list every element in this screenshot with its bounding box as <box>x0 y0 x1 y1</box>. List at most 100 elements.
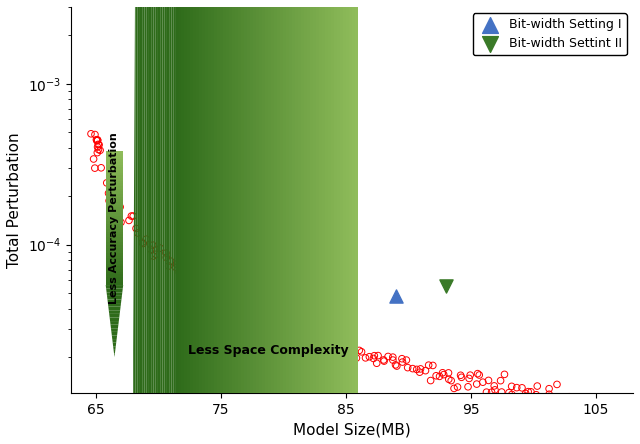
Polygon shape <box>235 0 238 444</box>
Point <box>569 401 579 408</box>
Polygon shape <box>247 0 250 444</box>
Polygon shape <box>106 154 124 157</box>
Polygon shape <box>106 165 124 167</box>
Point <box>517 385 527 392</box>
Polygon shape <box>106 250 124 253</box>
Point <box>601 401 611 408</box>
Point <box>113 198 124 205</box>
Point <box>397 358 408 365</box>
Point <box>558 397 568 404</box>
Polygon shape <box>107 292 122 296</box>
Polygon shape <box>316 0 319 444</box>
Polygon shape <box>271 0 274 444</box>
Polygon shape <box>142 0 145 444</box>
Polygon shape <box>106 221 124 223</box>
Point <box>138 240 148 247</box>
Point <box>446 377 456 384</box>
Polygon shape <box>292 0 295 444</box>
Point <box>289 325 300 332</box>
Point <box>481 388 492 396</box>
Polygon shape <box>106 274 124 277</box>
Polygon shape <box>106 289 123 292</box>
Point <box>348 346 358 353</box>
Point <box>523 388 533 395</box>
Polygon shape <box>262 0 265 444</box>
Point <box>218 301 228 308</box>
Point <box>166 258 176 265</box>
Point <box>565 399 575 406</box>
Polygon shape <box>340 0 343 444</box>
Polygon shape <box>106 175 124 178</box>
Point <box>531 391 541 398</box>
Polygon shape <box>178 0 181 444</box>
Polygon shape <box>108 303 121 307</box>
Polygon shape <box>202 0 205 444</box>
Polygon shape <box>106 197 124 199</box>
Point <box>226 301 236 309</box>
Polygon shape <box>140 0 142 444</box>
Point <box>180 272 191 279</box>
Polygon shape <box>133 0 136 444</box>
Polygon shape <box>106 183 124 186</box>
Point <box>486 388 497 396</box>
Point <box>148 242 158 249</box>
Point <box>300 332 310 339</box>
Point <box>472 381 482 388</box>
Point <box>607 408 617 415</box>
Polygon shape <box>325 0 328 444</box>
Polygon shape <box>310 0 313 444</box>
Polygon shape <box>301 0 304 444</box>
Point <box>539 398 549 405</box>
Point <box>506 383 516 390</box>
Polygon shape <box>106 282 124 285</box>
Polygon shape <box>295 0 298 444</box>
Point <box>94 141 104 148</box>
Point <box>229 298 239 305</box>
Point <box>255 317 265 324</box>
Polygon shape <box>110 321 119 325</box>
Point <box>325 336 335 343</box>
Polygon shape <box>298 0 301 444</box>
Polygon shape <box>259 0 262 444</box>
Point <box>415 369 425 376</box>
Point <box>115 203 125 210</box>
Point <box>474 372 484 379</box>
Point <box>224 301 234 309</box>
Polygon shape <box>138 0 140 444</box>
Polygon shape <box>111 328 118 332</box>
Polygon shape <box>106 240 124 242</box>
Polygon shape <box>106 159 124 162</box>
Point <box>208 282 218 289</box>
Point <box>312 337 322 344</box>
Polygon shape <box>106 162 124 165</box>
Polygon shape <box>106 266 124 269</box>
Point <box>532 383 542 390</box>
Point <box>137 239 147 246</box>
Polygon shape <box>304 0 307 444</box>
Polygon shape <box>106 213 124 215</box>
Point <box>124 217 134 224</box>
Polygon shape <box>106 199 124 202</box>
Polygon shape <box>112 339 116 343</box>
Polygon shape <box>145 0 147 444</box>
Point <box>104 197 114 204</box>
Point <box>262 320 273 327</box>
Polygon shape <box>238 0 241 444</box>
Point <box>564 393 574 400</box>
Point <box>141 236 151 243</box>
Point <box>102 179 112 186</box>
Point <box>351 354 362 361</box>
Polygon shape <box>106 167 124 170</box>
Polygon shape <box>220 0 223 444</box>
Point <box>516 396 527 403</box>
Point <box>276 316 287 323</box>
Polygon shape <box>106 229 124 232</box>
Polygon shape <box>187 0 190 444</box>
Point <box>340 353 350 360</box>
Point <box>483 377 493 384</box>
Polygon shape <box>106 157 124 159</box>
Point <box>207 281 217 289</box>
Point <box>239 310 250 317</box>
Point <box>452 384 463 391</box>
Point <box>93 146 104 153</box>
